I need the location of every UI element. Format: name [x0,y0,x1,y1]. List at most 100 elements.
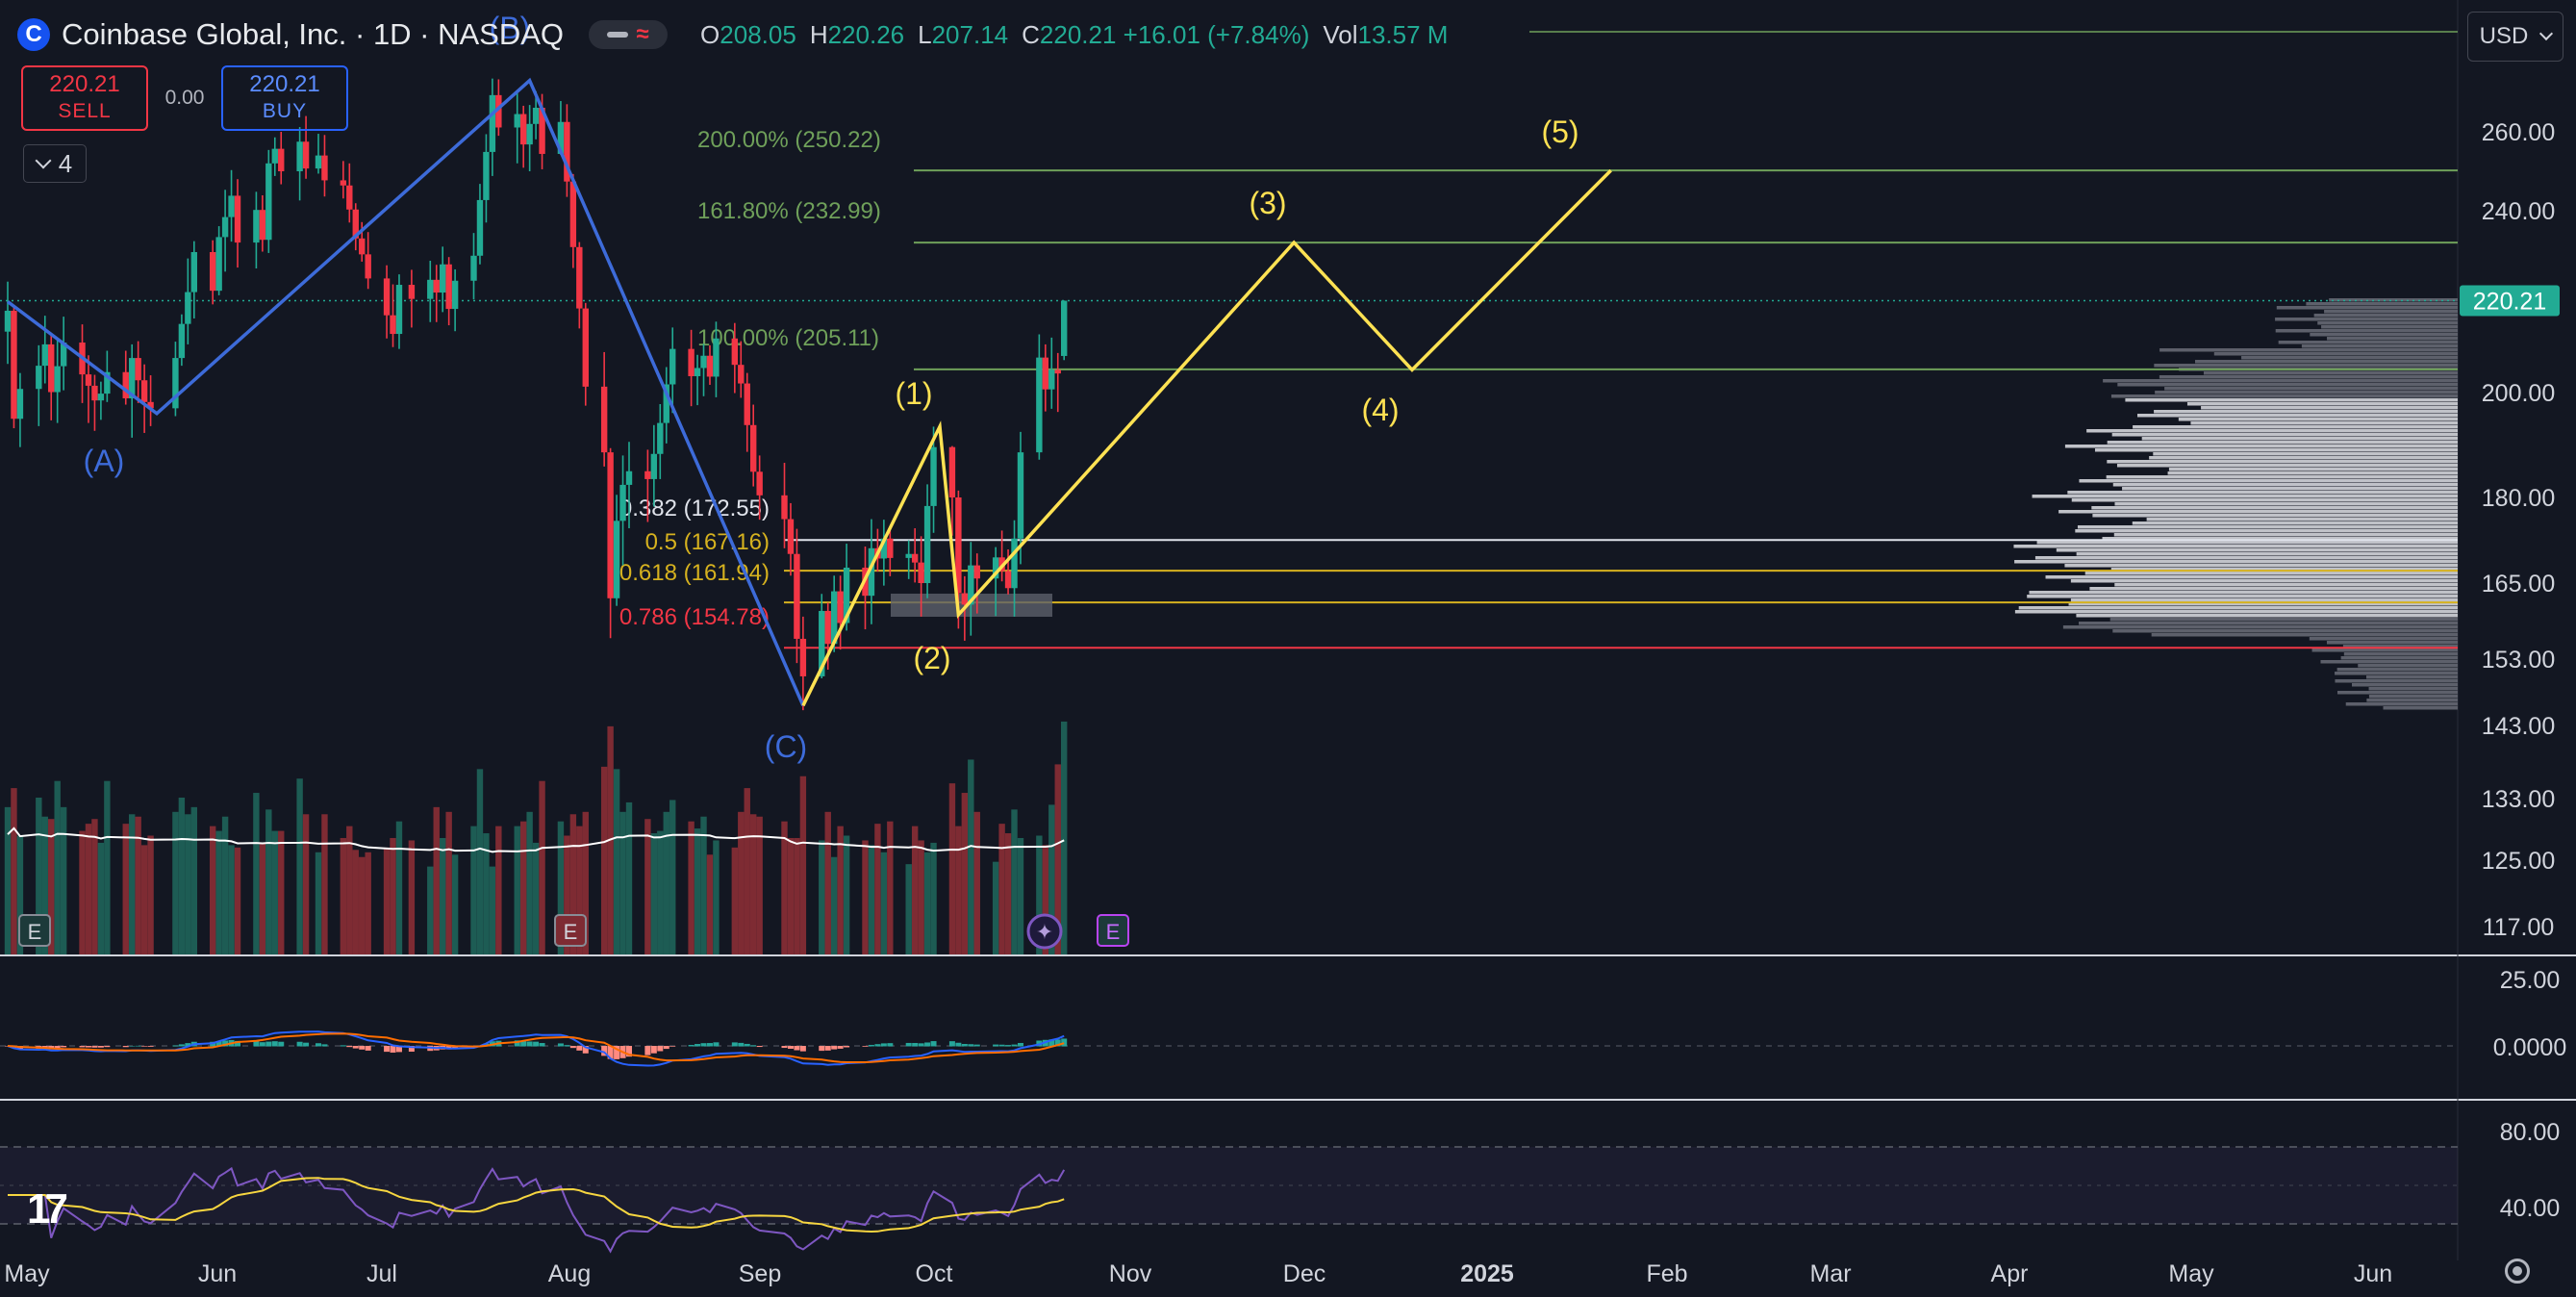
profile-bar [2027,595,2458,598]
macd-histogram-bar [794,1046,800,1051]
profile-bar [2335,672,2458,675]
abc-wave-label: (A) [84,444,125,478]
volume-bar [1036,835,1043,954]
profile-bar [2133,425,2458,429]
trade-panel: 220.21 SELL 0.00 220.21 BUY [21,65,348,131]
volume-bar [41,816,48,954]
profile-bar [2125,398,2458,402]
candle-body [519,114,527,145]
macd-histogram-bar [874,1044,881,1047]
candle-body [440,264,446,293]
chevron-down-icon [35,152,52,169]
profile-bar [2113,533,2458,537]
volume-bar [445,811,452,954]
profile-bar [2146,518,2458,521]
candle-body [11,310,17,420]
time-tick-label: Jul [366,1260,397,1287]
volume-bar [352,850,359,954]
tradingview-logo[interactable]: 17 [27,1185,68,1233]
impulse-wave-line [801,168,1612,707]
candle-body [1017,452,1024,539]
volume-bar [519,821,527,954]
volume-bar [85,824,92,954]
candle-body [961,593,969,605]
volume-bar [433,806,440,954]
time-tick-label: 2025 [1460,1260,1514,1287]
candle-body [365,254,371,279]
volume-ma-line [7,827,1065,853]
macd-histogram-bar [657,1046,664,1052]
symbol-title[interactable]: Coinbase Global, Inc. · 1D · NASDAQ [62,17,565,51]
volume-bar [688,821,695,954]
profile-bar [2122,487,2458,491]
profile-bar [2092,514,2458,518]
volume-bar [234,847,241,954]
candle-body [794,553,800,639]
profile-bar [2186,402,2458,406]
candle-body [221,216,229,238]
candle-body [700,355,707,369]
macd-histogram-bar [271,1041,278,1047]
macd-histogram-bar [799,1046,806,1052]
macd-histogram-bar [141,1046,148,1047]
volume-bar [905,864,912,954]
profile-bar [2203,371,2458,375]
macd-histogram-bar [576,1046,583,1051]
candle-body [390,315,396,335]
macd-histogram-bar [750,1045,757,1047]
candle-body [259,210,266,241]
volume-bar [172,811,179,954]
macd-histogram-bar [253,1041,260,1047]
profile-bar [2132,521,2458,525]
candle-body [129,358,136,398]
candle-body [619,484,626,521]
candle-body [973,565,980,579]
volume-bar [874,824,881,954]
candle-body [1011,538,1018,589]
price-tick-label: 143.00 [2482,713,2555,740]
dash-icon [607,32,629,38]
volume-bar [122,824,129,954]
time-tick-label: Oct [916,1260,953,1287]
candle-body [97,394,105,401]
currency-select[interactable]: USD [2467,12,2563,62]
volume-bar [129,814,136,954]
macd-histogram-bar [582,1046,589,1054]
profile-bar [2320,660,2458,664]
market-status-pill[interactable]: ≈ [589,20,669,49]
macd-tick-label: 25.00 [2500,967,2561,994]
candle-body [713,338,720,377]
indicators-count: 4 [58,148,73,178]
candle-body [992,557,999,579]
volume-bar [794,837,800,954]
volume-bar [669,800,676,954]
volume-bar [215,830,222,954]
price-candles [4,78,1068,711]
macd-histogram-bar [97,1046,104,1048]
ohlc-key: Vol [1323,19,1358,49]
volume-bar [706,854,714,954]
candle-body [209,251,216,292]
profile-bar [2201,406,2458,410]
volume-bar [60,806,67,954]
price-tick-label: 165.00 [2482,571,2555,598]
buy-button[interactable]: 220.21 BUY [221,65,348,131]
time-tick-label: Dec [1283,1260,1326,1287]
candle-body [135,358,141,381]
indicators-toggle-button[interactable]: 4 [23,144,87,183]
macd-histogram-bar [365,1046,371,1051]
candle-body [911,553,919,563]
macd-histogram-bar [172,1045,179,1047]
volume-bar [738,811,745,954]
sell-button[interactable]: 220.21 SELL [21,65,148,131]
fib-ext-label: 200.00% (250.22) [697,127,881,153]
macd-histogram-bar [259,1042,265,1047]
buy-price: 220.21 [249,71,320,97]
profile-bar [2112,629,2458,633]
candle-body [408,285,416,299]
gear-icon[interactable] [2505,1259,2530,1284]
volume-bars: E E E ✦ [4,721,1129,954]
candle-body [489,94,496,152]
macd-histogram-bar [700,1043,707,1047]
